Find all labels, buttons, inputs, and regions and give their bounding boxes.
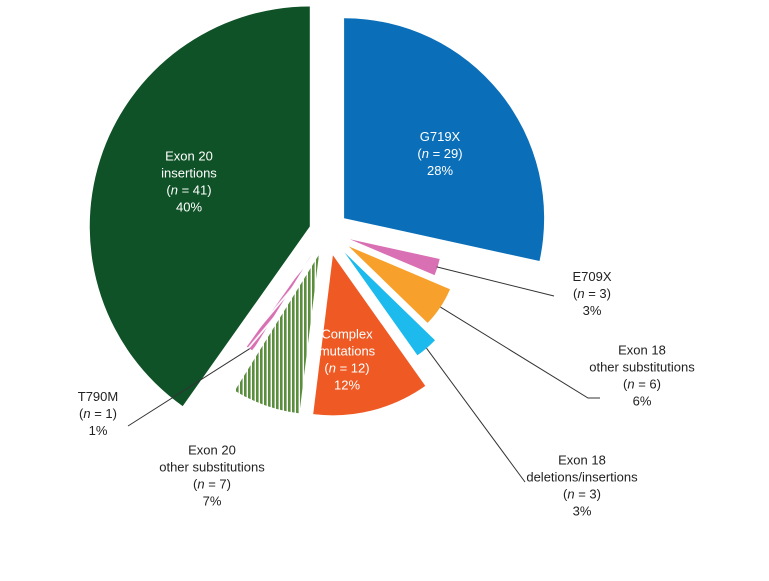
slice-label-line: E709X [572, 269, 611, 284]
pie-slice-e709x [349, 239, 440, 276]
pie-slice-exon-18-deletions-insertions [344, 252, 435, 356]
slice-label-exon-18-other-substitutions: Exon 18 other substitutions (n = 6) 6% [589, 343, 695, 409]
slice-label-line: insertions [161, 166, 217, 181]
slice-label-line: Exon 18 [558, 453, 606, 468]
slice-label-line: 7% [203, 494, 222, 509]
slice-label-line: 3% [583, 303, 602, 318]
slice-label-line: other substitutions [159, 460, 265, 475]
slice-label-line: Exon 20 [165, 149, 213, 164]
slice-label-line: (n = 7) [193, 477, 231, 492]
pie-slice-exon-18-other-substitutions [348, 246, 450, 323]
slice-label-line: mutations [319, 344, 376, 359]
slice-label-line: T790M [78, 389, 118, 404]
slice-label-line: 3% [573, 504, 592, 519]
slice-label-exon-18-deletions-insertions: Exon 18 deletions/insertions (n = 3) 3% [526, 453, 638, 519]
slice-label-complex-mutations: Complex mutations (n = 12) 12% [319, 327, 376, 393]
pie-slice-exon-20-other-substitutions [234, 254, 319, 414]
pie-slice-complex-mutations [313, 255, 426, 416]
slice-label-line: 1% [89, 423, 108, 438]
slice-label-line: (n = 1) [79, 406, 117, 421]
slice-label-t790m: T790M (n = 1) 1% [78, 389, 118, 438]
slice-label-g719x: G719X (n = 29) 28% [417, 129, 462, 178]
slice-label-line: 28% [427, 163, 453, 178]
pie-slice-exon-20-insertions [89, 6, 310, 407]
slice-label-line: Exon 20 [188, 443, 236, 458]
slice-label-line: (n = 41) [166, 183, 211, 198]
leader-line-t790m [127, 348, 250, 427]
slice-label-line: (n = 3) [563, 487, 601, 502]
slice-label-exon-20-insertions: Exon 20 insertions (n = 41) 40% [161, 149, 217, 215]
slice-label-e709x: E709X (n = 3) 3% [572, 269, 611, 318]
slice-label-line: 12% [334, 378, 360, 393]
slice-label-line: (n = 12) [324, 361, 369, 376]
slice-label-exon-20-other-substitutions: Exon 20 other substitutions (n = 7) 7% [159, 443, 265, 509]
slice-label-line: (n = 6) [623, 377, 661, 392]
pie-slice-t790m [246, 255, 312, 351]
slice-label-line: deletions/insertions [526, 470, 638, 485]
slice-label-line: Complex [321, 327, 373, 342]
slice-label-line: other substitutions [589, 360, 695, 375]
leader-line-e709x [436, 266, 555, 297]
slice-label-line: G719X [420, 129, 461, 144]
leader-line-exon-18-deletions-insertions [426, 347, 526, 483]
slice-label-line: 6% [633, 394, 652, 409]
slice-label-line: (n = 29) [417, 146, 462, 161]
slice-label-line: Exon 18 [618, 343, 666, 358]
pie-slice-g719x [344, 18, 545, 261]
slice-label-line: 40% [176, 200, 202, 215]
slice-label-line: (n = 3) [573, 286, 611, 301]
leader-line-exon-18-other-substitutions [440, 306, 600, 399]
